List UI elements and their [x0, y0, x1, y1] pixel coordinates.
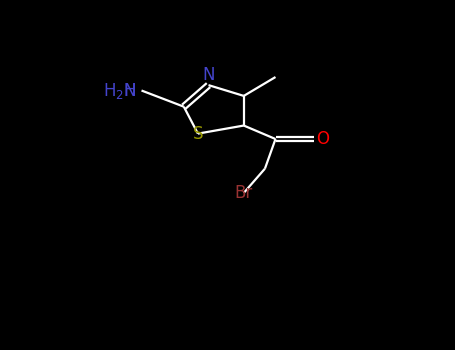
Text: H: H — [124, 82, 136, 99]
Text: H$_2$N: H$_2$N — [103, 80, 136, 100]
Text: S: S — [192, 125, 203, 143]
Text: N: N — [202, 66, 215, 84]
Text: Br: Br — [235, 184, 253, 202]
Text: O: O — [316, 130, 329, 148]
